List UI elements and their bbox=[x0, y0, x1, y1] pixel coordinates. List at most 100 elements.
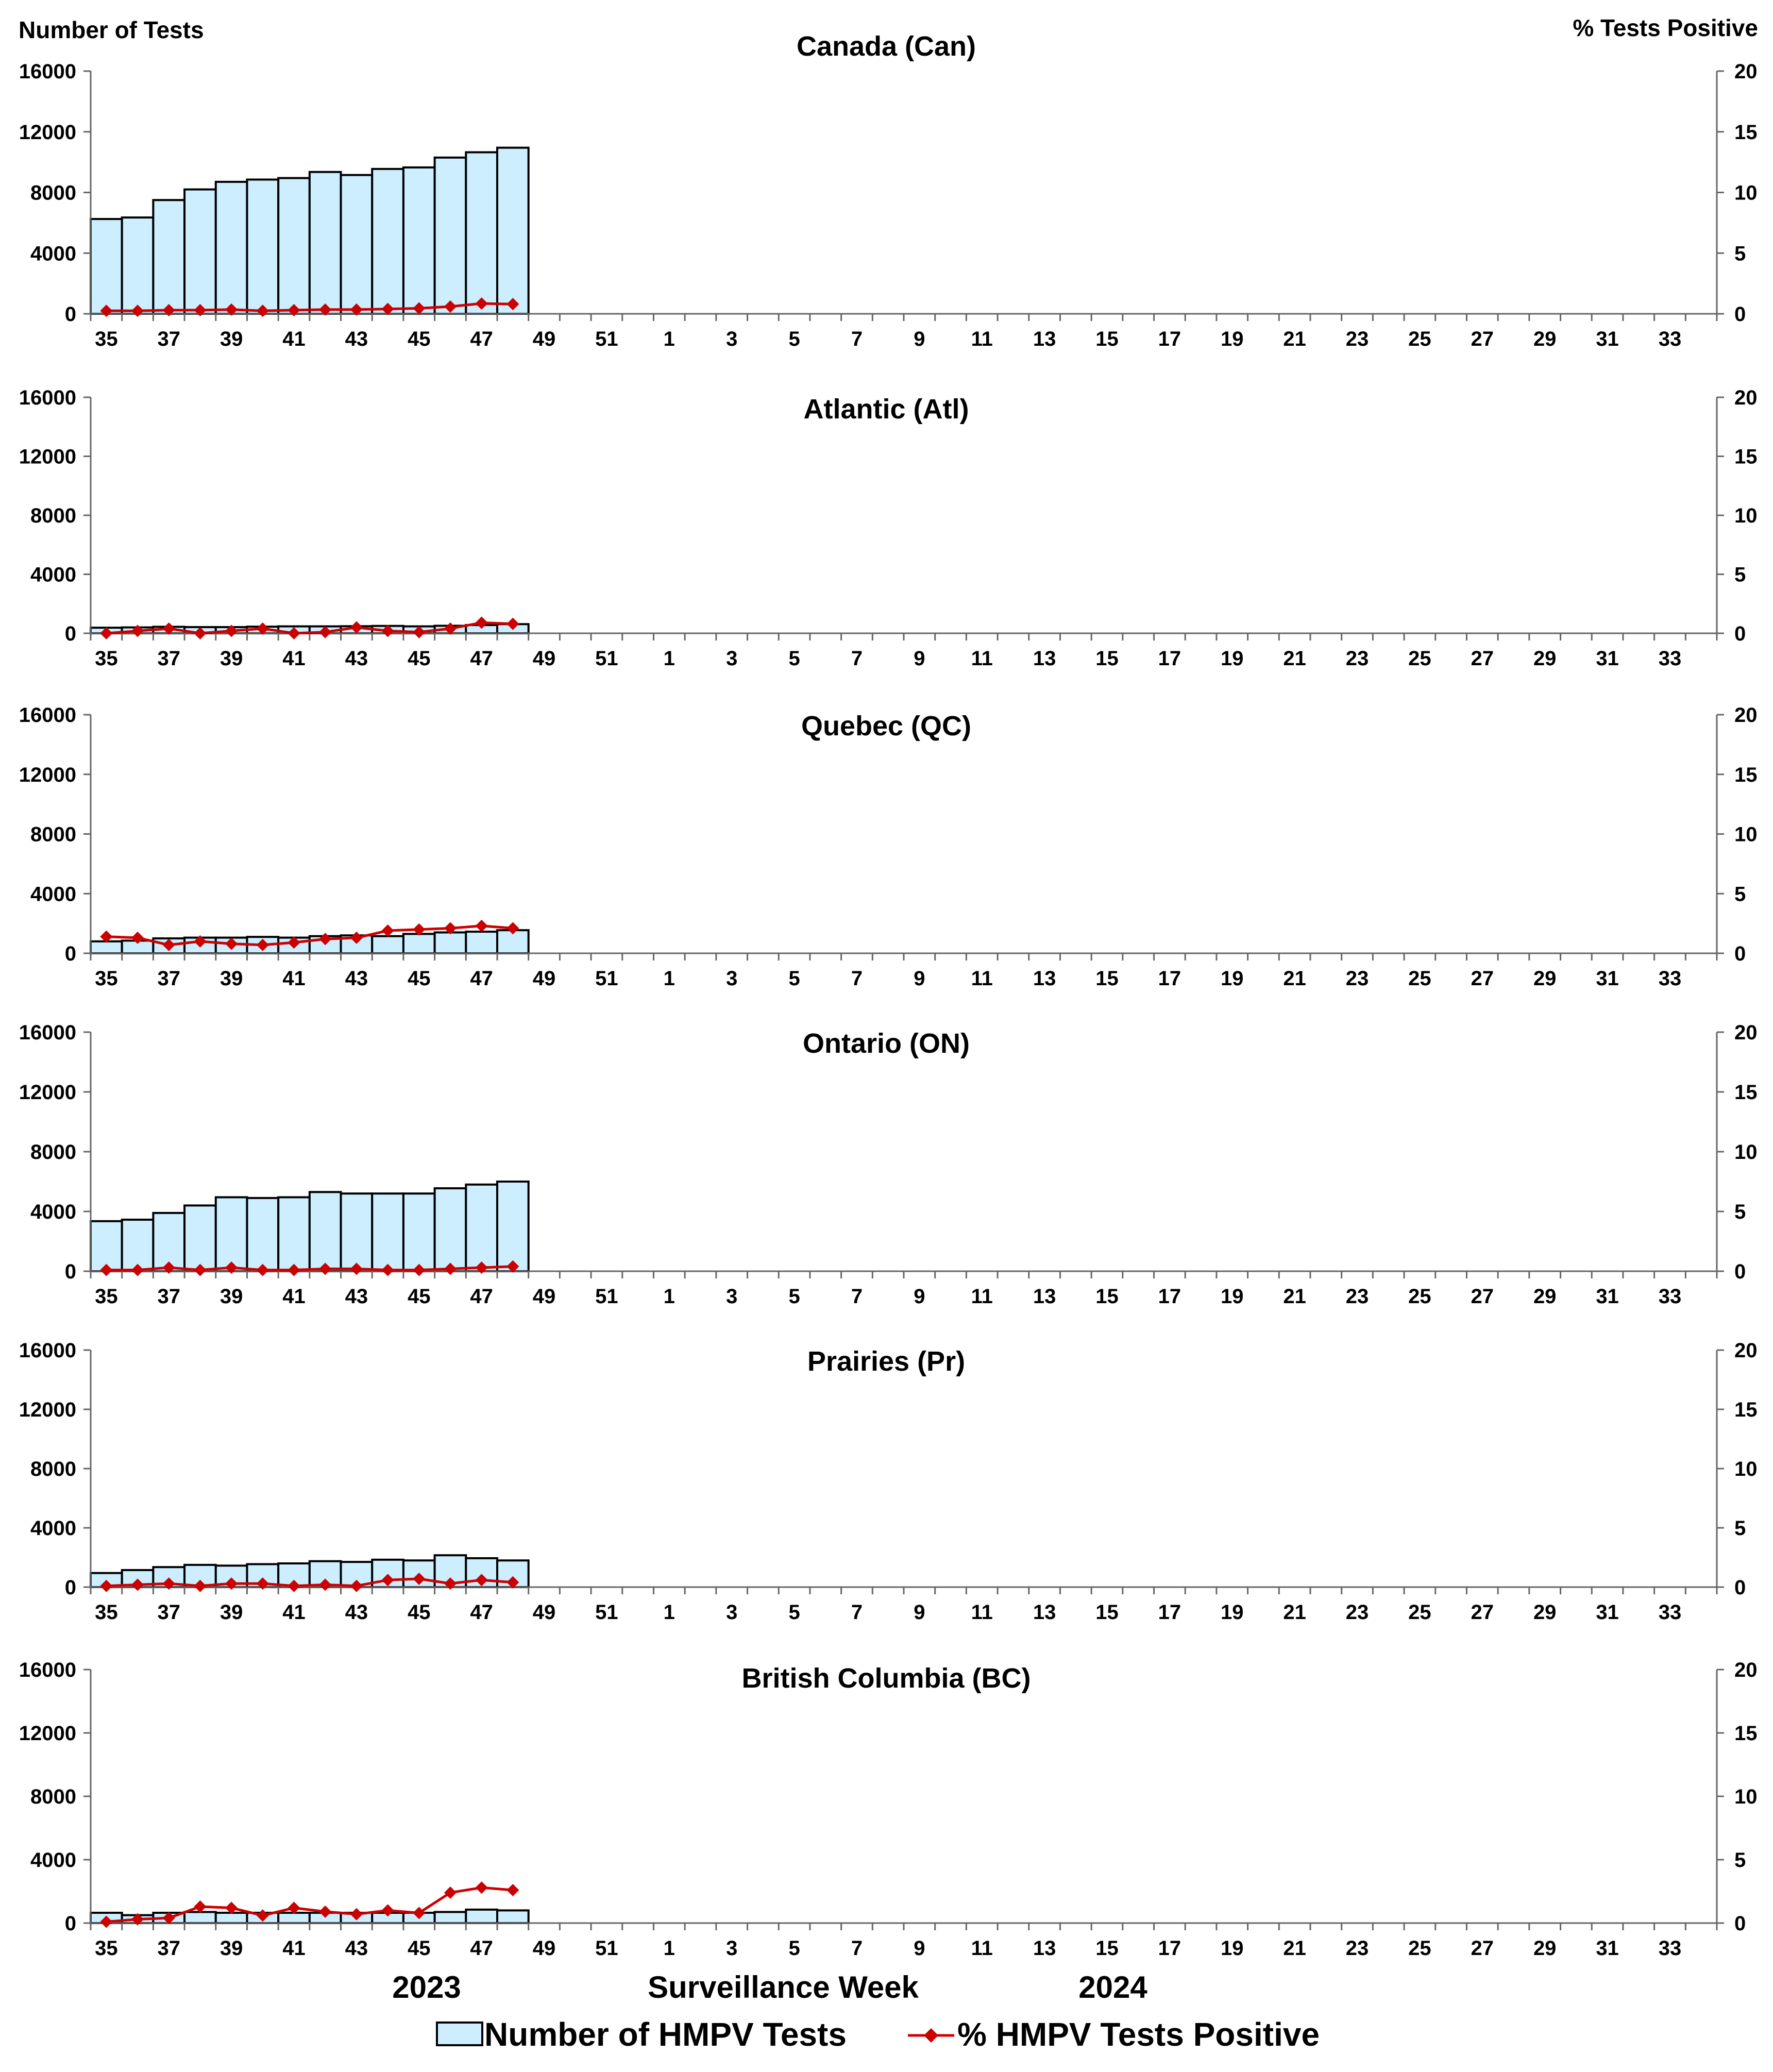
pct-positive-point bbox=[444, 1577, 457, 1590]
x-tick-label: 31 bbox=[1596, 1937, 1619, 1960]
test-count-bar bbox=[214, 1196, 248, 1272]
legend-line-label: % HMPV Tests Positive bbox=[957, 2016, 1320, 2053]
pct-positive-point bbox=[194, 1900, 207, 1913]
x-tick-label: 11 bbox=[971, 1285, 993, 1308]
pct-positive-point bbox=[444, 1262, 457, 1275]
left-tick-label: 0 bbox=[65, 942, 76, 965]
left-tick-label: 4000 bbox=[30, 883, 76, 905]
x-tick-label: 3 bbox=[726, 967, 737, 990]
test-count-bar bbox=[183, 1911, 217, 1925]
x-tick-label: 1 bbox=[664, 647, 675, 670]
pct-positive-point bbox=[475, 1574, 488, 1587]
x-tick-label: 45 bbox=[408, 647, 431, 670]
pct-positive-point bbox=[256, 938, 269, 951]
x-tick-label: 43 bbox=[345, 967, 368, 990]
x-tick-label: 35 bbox=[95, 647, 118, 670]
x-tick-label: 7 bbox=[851, 647, 863, 670]
pct-positive-point bbox=[444, 1886, 457, 1899]
x-tick-label: 47 bbox=[470, 1937, 493, 1960]
x-tick-label: 45 bbox=[408, 328, 431, 350]
legend-bars-label: Number of HMPV Tests bbox=[484, 2016, 847, 2053]
x-tick-label: 35 bbox=[95, 967, 118, 990]
pct-positive-point bbox=[444, 622, 457, 635]
chart-panel: Prairies (Pr)040008000120001600005101520… bbox=[19, 1339, 1758, 1624]
test-count-bar bbox=[183, 188, 217, 315]
pct-positive-point bbox=[256, 1264, 269, 1276]
test-count-bar bbox=[496, 1909, 530, 1924]
x-tick-label: 19 bbox=[1221, 967, 1244, 990]
x-tick-label: 35 bbox=[95, 1601, 118, 1624]
x-tick-label: 1 bbox=[664, 1601, 675, 1624]
x-tick-label: 7 bbox=[851, 1937, 863, 1960]
pct-positive-point bbox=[162, 304, 175, 316]
pct-positive-point bbox=[506, 1260, 519, 1273]
x-tick-label: 47 bbox=[470, 647, 493, 670]
test-count-bar bbox=[433, 1911, 467, 1925]
x-tick-label: 37 bbox=[157, 328, 180, 350]
left-tick-label: 0 bbox=[65, 1912, 76, 1935]
right-tick-label: 10 bbox=[1734, 504, 1758, 527]
pct-positive-point bbox=[381, 302, 394, 315]
pct-positive-point bbox=[350, 1579, 363, 1592]
pct-positive-point bbox=[194, 627, 207, 639]
right-tick-label: 15 bbox=[1734, 121, 1758, 144]
test-count-bar bbox=[402, 1192, 436, 1272]
test-count-bar bbox=[308, 171, 342, 315]
right-tick-label: 5 bbox=[1734, 242, 1746, 265]
test-count-bar bbox=[340, 174, 374, 315]
legend: Number of HMPV Tests % HMPV Tests Positi… bbox=[436, 2016, 1320, 2053]
left-tick-label: 8000 bbox=[30, 1785, 76, 1808]
left-tick-label: 12000 bbox=[19, 1399, 76, 1421]
x-tick-label: 11 bbox=[971, 1937, 993, 1960]
x-tick-label: 11 bbox=[971, 1601, 993, 1624]
x-tick-label: 29 bbox=[1533, 328, 1557, 350]
right-tick-label: 0 bbox=[1734, 1576, 1746, 1599]
left-tick-label: 16000 bbox=[19, 1339, 76, 1362]
x-tick-label: 27 bbox=[1471, 647, 1494, 670]
right-tick-label: 0 bbox=[1734, 942, 1746, 965]
left-tick-label: 16000 bbox=[19, 1659, 76, 1681]
x-tick-label: 19 bbox=[1221, 1937, 1244, 1960]
x-tick-label: 17 bbox=[1158, 1937, 1181, 1960]
x-tick-label: 37 bbox=[157, 1601, 180, 1624]
pct-positive-point bbox=[350, 1908, 363, 1921]
left-tick-label: 16000 bbox=[19, 386, 76, 409]
pct-positive-point bbox=[506, 1576, 519, 1589]
pct-positive-point bbox=[413, 1264, 426, 1276]
test-count-bar bbox=[465, 151, 498, 315]
pct-positive-point bbox=[225, 1261, 238, 1274]
x-tick-label: 21 bbox=[1283, 647, 1306, 670]
chart-panel: Atlantic (Atl)04000800012000160000510152… bbox=[19, 386, 1758, 670]
x-tick-label: 37 bbox=[157, 647, 180, 670]
right-tick-label: 0 bbox=[1734, 303, 1746, 326]
x-tick-label: 31 bbox=[1596, 328, 1619, 350]
test-count-bar bbox=[496, 1181, 530, 1272]
pct-positive-point bbox=[288, 1264, 300, 1276]
left-tick-label: 12000 bbox=[19, 121, 76, 144]
x-tick-label: 13 bbox=[1033, 328, 1056, 350]
x-tick-label: 49 bbox=[533, 328, 556, 350]
x-tick-label: 21 bbox=[1283, 1601, 1306, 1624]
pct-positive-point bbox=[319, 1578, 332, 1591]
pct-positive-point bbox=[506, 1884, 519, 1897]
x-tick-label: 27 bbox=[1471, 1285, 1494, 1308]
right-tick-label: 0 bbox=[1734, 1912, 1746, 1935]
x-tick-label: 7 bbox=[851, 967, 863, 990]
test-count-bar bbox=[465, 931, 498, 955]
x-tick-label: 11 bbox=[971, 967, 993, 990]
pct-positive-point bbox=[131, 625, 144, 637]
left-tick-label: 4000 bbox=[30, 242, 76, 265]
pct-positive-point bbox=[100, 930, 113, 943]
x-tick-label: 11 bbox=[971, 647, 993, 670]
x-tick-label: 39 bbox=[220, 967, 243, 990]
pct-positive-point bbox=[194, 304, 207, 316]
pct-positive-point bbox=[444, 300, 457, 313]
x-tick-label: 21 bbox=[1283, 328, 1306, 350]
pct-positive-point bbox=[506, 298, 519, 311]
left-tick-label: 12000 bbox=[19, 446, 76, 468]
x-tick-label: 13 bbox=[1033, 1601, 1056, 1624]
right-tick-label: 15 bbox=[1734, 1722, 1758, 1745]
x-tick-label: 25 bbox=[1408, 1285, 1431, 1308]
x-tick-label: 29 bbox=[1533, 1601, 1557, 1624]
x-tick-label: 51 bbox=[595, 1937, 618, 1960]
